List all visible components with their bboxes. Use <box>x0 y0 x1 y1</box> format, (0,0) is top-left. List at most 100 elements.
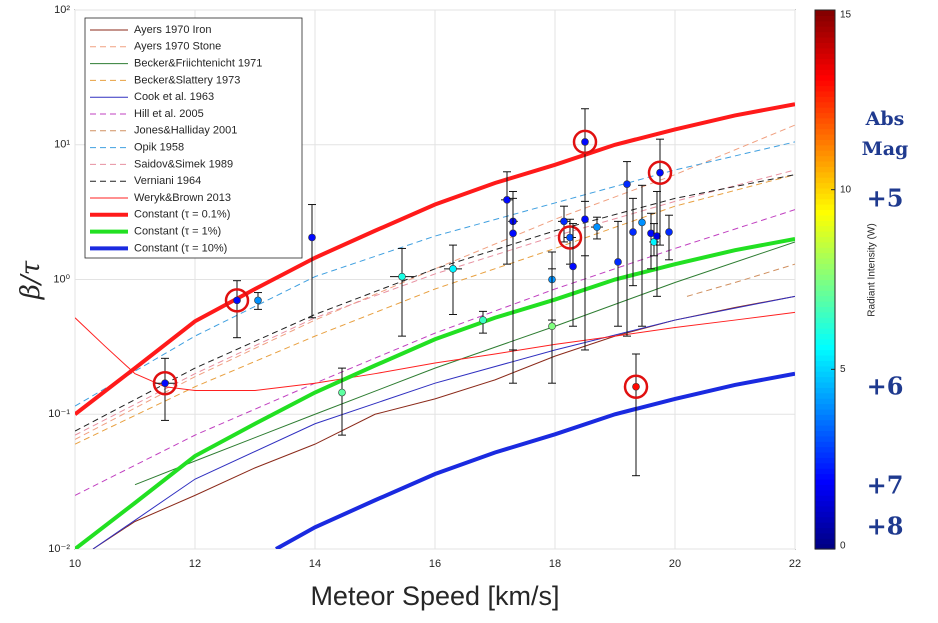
point <box>548 322 556 331</box>
x-axis-label: Meteor Speed [km/s] <box>310 581 559 611</box>
point <box>581 215 589 224</box>
colorbar-cell <box>815 403 835 410</box>
colorbar-cell <box>815 42 835 49</box>
highlight-circle <box>557 225 583 250</box>
colorbar-cell <box>815 527 835 534</box>
colorbar-cell <box>815 408 835 415</box>
colorbar-cell <box>815 446 835 453</box>
colorbar-cell <box>815 522 835 529</box>
colorbar-cell <box>815 376 835 383</box>
colorbar-cell <box>815 484 835 491</box>
colorbar-cell <box>815 36 835 43</box>
colorbar-cell <box>815 150 835 157</box>
colorbar-cell <box>815 317 835 324</box>
y-tick-label: 10² <box>54 4 70 16</box>
colorbar-cell <box>815 31 835 38</box>
x-tick-label: 18 <box>549 558 561 570</box>
colorbar-cell <box>815 26 835 33</box>
legend-label: Ayers 1970 Stone <box>134 41 221 53</box>
series-line <box>75 124 795 440</box>
colorbar-cell <box>815 15 835 22</box>
point <box>665 228 673 236</box>
colorbar-cell <box>815 387 835 394</box>
point <box>398 272 406 281</box>
colorbar-cell <box>815 301 835 308</box>
colorbar-cell <box>815 306 835 313</box>
series-line <box>75 169 795 436</box>
colorbar-cell <box>815 295 835 302</box>
colorbar-cell <box>815 204 835 211</box>
colorbar-cell <box>815 230 835 237</box>
legend-label: Verniani 1964 <box>134 175 201 187</box>
colorbar-cell <box>815 290 835 297</box>
colorbar-cell <box>815 538 835 545</box>
colorbar-cell <box>815 532 835 539</box>
colorbar-cell <box>815 53 835 60</box>
colorbar-cell <box>815 220 835 227</box>
colorbar-cell <box>815 505 835 512</box>
colorbar-tick-label: 0 <box>840 541 846 552</box>
point <box>569 262 577 271</box>
colorbar-cell <box>815 430 835 437</box>
colorbar-cell <box>815 112 835 119</box>
colorbar-cell <box>815 117 835 124</box>
point <box>308 233 316 242</box>
colorbar-cell <box>815 268 835 275</box>
colorbar-cell <box>815 333 835 340</box>
legend-label: Cook et al. 1963 <box>134 91 214 103</box>
y-tick-label: 10⁻² <box>48 543 70 555</box>
colorbar-tick-label: 15 <box>840 10 852 21</box>
annotation: +6 <box>867 372 904 401</box>
legend-label: Constant (τ = 1%) <box>134 226 221 238</box>
colorbar-label: Radiant Intensity (W) <box>867 223 878 316</box>
colorbar-tick-label: 5 <box>840 364 846 375</box>
legend-label: Becker&Friichtenicht 1971 <box>134 58 262 70</box>
colorbar-cell <box>815 478 835 485</box>
colorbar-cell <box>815 139 835 146</box>
colorbar-cell <box>815 489 835 496</box>
annotation: +7 <box>867 471 904 500</box>
colorbar-cell <box>815 419 835 426</box>
colorbar-cell <box>815 58 835 65</box>
point <box>566 233 574 242</box>
point <box>632 382 640 391</box>
legend-label: Ayers 1970 Iron <box>134 24 211 36</box>
y-tick-label: 10¹ <box>54 139 70 151</box>
annotation: +5 <box>867 184 904 213</box>
colorbar-cell <box>815 398 835 405</box>
colorbar-cell <box>815 247 835 254</box>
point <box>593 223 601 231</box>
point <box>614 258 622 266</box>
x-tick-label: 14 <box>309 558 321 570</box>
series-line <box>134 241 795 486</box>
colorbar-cell <box>815 10 835 16</box>
point <box>254 296 262 305</box>
legend-label: Saidov&Simek 1989 <box>134 158 233 170</box>
colorbar-cell <box>815 274 835 281</box>
highlight-circle <box>152 370 178 396</box>
colorbar-cell <box>815 241 835 248</box>
series-line <box>686 263 795 297</box>
colorbar-frame <box>814 9 836 550</box>
colorbar-cell <box>815 123 835 130</box>
y-axis-label: β/τ <box>16 260 46 300</box>
point <box>338 388 346 397</box>
point <box>638 218 646 227</box>
annotation: +8 <box>867 512 904 541</box>
series-line <box>75 174 795 432</box>
colorbar-cell <box>815 80 835 87</box>
colorbar-cell <box>815 166 835 173</box>
colorbar-cell <box>815 155 835 162</box>
legend-label: Opik 1958 <box>134 142 184 154</box>
legend-label: Hill et al. 2005 <box>134 108 204 120</box>
colorbar-cell <box>815 214 835 221</box>
colorbar-cell <box>815 171 835 178</box>
colorbar-cell <box>815 365 835 372</box>
colorbar-cell <box>815 236 835 243</box>
colorbar-cell <box>815 322 835 329</box>
point <box>623 180 631 188</box>
annotation: Abs <box>865 108 905 130</box>
series-line <box>75 174 795 445</box>
point <box>653 232 661 240</box>
point <box>161 379 169 387</box>
